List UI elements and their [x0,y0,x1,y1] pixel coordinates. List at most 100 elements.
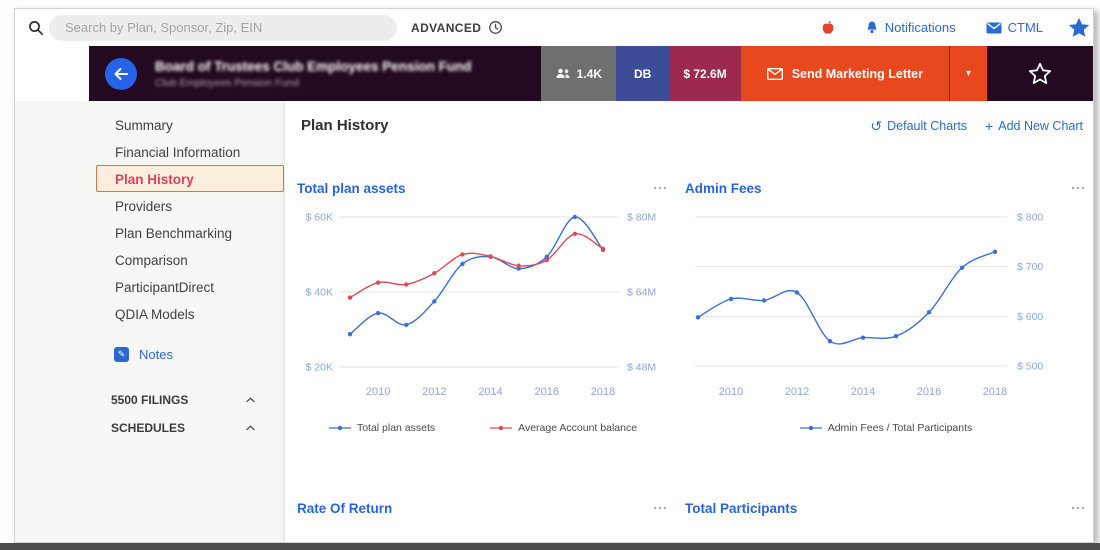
svg-text:2010: 2010 [366,386,390,398]
chart-title: Total plan assets [297,180,406,196]
pencil-icon: ✎ [114,347,129,362]
bell-icon [867,21,877,34]
chart-more-menu-icon[interactable] [651,184,669,192]
arrow-left-icon [114,67,128,80]
svg-text:$ 64M: $ 64M [627,287,656,299]
favorites-star-icon[interactable] [1069,18,1089,37]
recent-searches-icon[interactable] [488,20,503,35]
send-marketing-letter-button[interactable]: Send Marketing Letter [740,46,949,101]
marketing-letter-dropdown[interactable]: ▾ [949,46,987,101]
sidebar-section-5500-filings[interactable]: 5500 FILINGS [111,386,255,414]
plus-icon: + [985,117,994,134]
main-header: Plan History ↺ Default Charts + Add New … [301,117,1083,134]
mail-button[interactable]: CTML [986,20,1043,35]
search-input[interactable] [65,20,381,35]
mail-label: CTML [1007,20,1043,35]
notifications-label: Notifications [884,20,956,35]
sidebar-item-qdia-models[interactable]: QDIA Models [115,307,195,322]
app-window: ADVANCED Notifications CTML Board of Tru [14,8,1094,543]
legend-label: Total plan assets [356,422,436,434]
svg-text:$ 60K: $ 60K [306,212,333,224]
sidebar: Summary Financial Information Plan History… [15,101,285,542]
notes-label: Notes [139,347,173,362]
sidebar-item-plan-history[interactable]: Plan History [96,165,284,192]
legend-item-total-plan-assets[interactable]: Total plan assets [328,422,436,434]
send-marketing-letter-label: Send Marketing Letter [791,66,923,81]
chart-card-rate-of-return: Rate Of Return 50 % [297,497,669,542]
svg-text:2018: 2018 [591,386,615,398]
sidebar-item-notes[interactable]: ✎ Notes [114,347,285,362]
plan-titles: Board of Trustees Club Employees Pension… [155,59,472,89]
legend-marker-icon [799,425,822,431]
sidebar-nav: Summary Financial Information Plan History… [96,111,284,327]
add-new-chart-button[interactable]: + Add New Chart [985,119,1083,133]
participants-count: 1.4K [576,66,603,81]
sidebar-item-summary[interactable]: Summary [115,118,173,133]
sidebar-item-financial-information[interactable]: Financial Information [115,145,241,160]
svg-text:2012: 2012 [785,386,809,398]
plan-header-bar: Board of Trustees Club Employees Pension… [89,46,1093,101]
page-title: Plan History [301,117,389,134]
legend-item-admin-fees-total-participants[interactable]: Admin Fees / Total Participants [799,422,973,434]
legend-item-average-account-balance[interactable]: Average Account balance [490,422,637,434]
svg-text:$ 40K: $ 40K [306,287,333,299]
svg-text:2010: 2010 [719,386,743,398]
plan-subtitle: Club Employees Pension Fund [155,76,300,89]
line-chart-admin-fees: $ 800 $ 700 $ 600 $ 500 2010 2012 2014 2016 2018 [695,212,1043,398]
envelope-icon [986,22,1002,33]
svg-text:$ 500: $ 500 [1017,361,1043,373]
sidebar-item-comparison[interactable]: Comparison [115,253,188,268]
sidebar-item-plan-benchmarking[interactable]: Plan Benchmarking [115,226,233,241]
back-button[interactable] [105,57,137,90]
chart-card-admin-fees: Admin Fees $ 800 $ 700 $ 600 $ 500 2010 2012 2… [685,177,1087,434]
axis-gridline: 1.50K [685,541,1087,542]
section-label: 5500 FILINGS [111,393,189,407]
assets-badge: $ 72.6M [669,46,741,101]
svg-text:$ 600: $ 600 [1017,311,1043,323]
users-icon [556,68,570,78]
header-actions: ↺ Default Charts + Add New Chart [870,119,1083,133]
envelope-icon [766,67,783,80]
plan-header: Board of Trustees Club Employees Pension… [15,46,1093,101]
legend-marker-icon [490,425,513,431]
axis-label: 50 % [629,541,669,542]
svg-text:2014: 2014 [478,386,502,398]
content-row: Summary Financial Information Plan History… [15,101,1093,542]
chart-more-menu-icon[interactable] [1069,184,1087,192]
star-outline-icon [1028,62,1052,84]
header-gutter [15,46,89,101]
default-charts-button[interactable]: ↺ Default Charts [870,119,967,133]
search-icon[interactable] [23,20,49,36]
line-chart-total-plan-assets: $ 60K $ 80M $ 40K $ 64M $ 20K $ 48M 2010 2012 20… [306,212,657,399]
legend-marker-icon [328,425,351,431]
apple-icon[interactable] [821,20,835,35]
sidebar-section-schedules[interactable]: SCHEDULES [111,414,255,442]
sidebar-item-providers[interactable]: Providers [115,199,173,214]
svg-text:2016: 2016 [917,386,941,398]
chevron-up-icon [246,397,255,403]
favorite-plan-star[interactable] [987,46,1093,101]
notifications-button[interactable]: Notifications [865,20,956,35]
legend-label: Admin Fees / Total Participants [827,422,973,434]
main-panel: Plan History ↺ Default Charts + Add New … [285,101,1093,542]
chart-card-total-plan-assets: Total plan assets $ 60K $ 80M $ 40K $ 64M $ … [297,177,669,434]
plan-type-badge: DB [616,46,670,101]
chart-title: Rate Of Return [297,500,393,516]
advanced-search-button[interactable]: ADVANCED [411,20,482,35]
svg-text:2016: 2016 [535,386,559,398]
svg-text:2018: 2018 [983,386,1007,398]
sidebar-item-participantdirect[interactable]: ParticipantDirect [115,280,215,295]
chart-legend: Total plan assets Average Account balance [297,422,669,434]
svg-text:$ 80M: $ 80M [627,212,656,224]
add-new-chart-label: Add New Chart [998,118,1083,133]
chart-more-menu-icon[interactable] [1069,504,1087,512]
plan-title: Board of Trustees Club Employees Pension… [155,58,472,74]
chart-more-menu-icon[interactable] [651,504,669,512]
axis-label: 1.50K [1047,541,1087,542]
top-bar: ADVANCED Notifications CTML [15,9,1093,46]
chart-card-total-participants: Total Participants 1.50K [685,497,1087,542]
svg-text:$ 700: $ 700 [1017,261,1043,273]
participants-badge: 1.4K [540,46,617,101]
svg-text:2012: 2012 [422,386,446,398]
search-box [49,14,397,41]
